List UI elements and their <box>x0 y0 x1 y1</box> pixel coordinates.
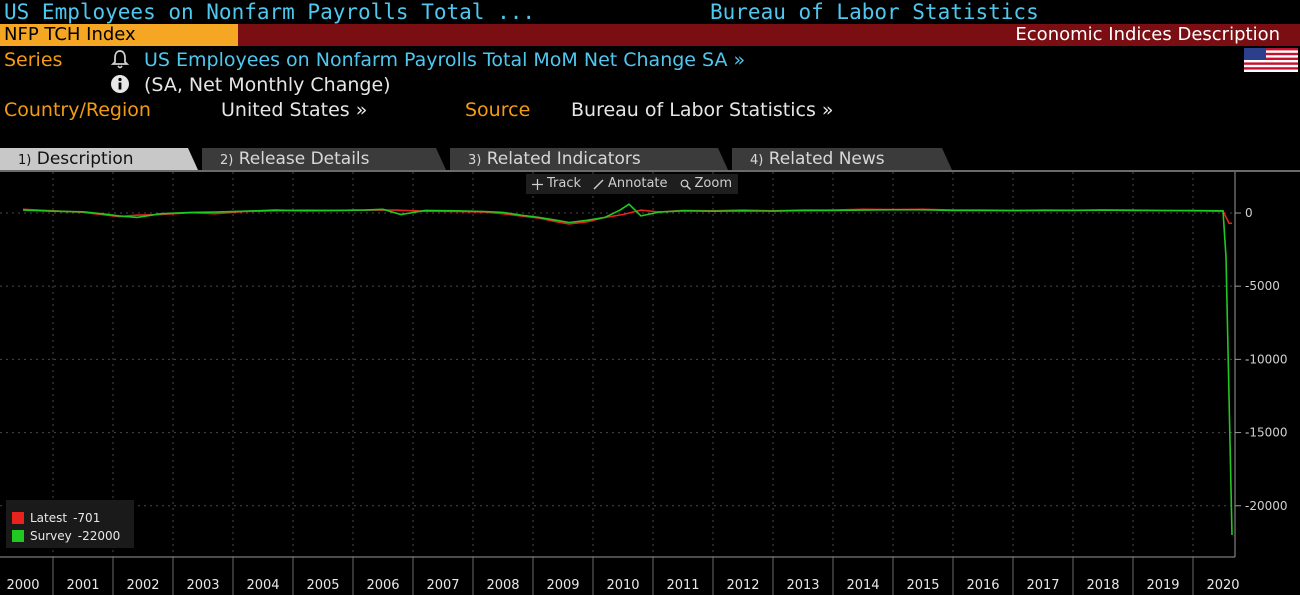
series-lines <box>22 203 1233 536</box>
chart[interactable]: 0 -5000 -10000 -15000 -20000 2000 2001 2002 2003… <box>0 172 1300 595</box>
chart-toolbar: Track Annotate Zoom <box>526 174 738 194</box>
tab-divider <box>0 170 1300 172</box>
y-tick-label: -10000 <box>1245 352 1288 366</box>
legend-survey-label: Survey <box>30 529 72 543</box>
tab-related-indicators[interactable]: 3) Related Indicators <box>450 148 728 170</box>
source-label: Source <box>465 99 531 121</box>
tab-label: Release Details <box>238 149 370 169</box>
tab-release-details[interactable]: 2) Release Details <box>202 148 446 170</box>
x-tick-label: 2017 <box>1026 578 1059 593</box>
source-title: Bureau of Labor Statistics <box>710 0 1039 24</box>
x-tick-label: 2001 <box>66 578 99 593</box>
screen-title: Economic Indices Description <box>1015 24 1280 45</box>
x-tick-label: 2002 <box>126 578 159 593</box>
series-link[interactable]: US Employees on Nonfarm Payrolls Total M… <box>144 49 746 71</box>
legend-latest: Latest -701 <box>12 510 100 526</box>
country-link[interactable]: United States » <box>221 99 368 121</box>
x-tick-label: 2015 <box>906 578 939 593</box>
x-axis-band <box>0 557 1235 595</box>
series-label: Series <box>4 49 63 71</box>
annotate-button[interactable]: Annotate <box>587 174 673 194</box>
tab-label: Description <box>36 149 134 169</box>
x-tick-label: 2009 <box>546 578 579 593</box>
grid <box>0 172 1235 557</box>
x-tick-label: 2004 <box>246 578 279 593</box>
tab-number: 1) <box>18 153 32 168</box>
x-tick-label: 2005 <box>306 578 339 593</box>
tab-label: Related News <box>768 149 885 169</box>
x-tick-label: 2011 <box>666 578 699 593</box>
y-tick-label: -15000 <box>1245 426 1288 440</box>
chart-legend: Latest -701 Survey -22000 <box>6 500 134 548</box>
annotate-icon <box>593 179 604 189</box>
legend-latest-value: -701 <box>73 511 101 525</box>
x-tick-label: 2019 <box>1146 578 1179 593</box>
info-icon <box>111 75 129 93</box>
axes: 0 -5000 -10000 -15000 -20000 2000 2001 2002 2003… <box>0 172 1288 595</box>
x-tick-label: 2006 <box>366 578 399 593</box>
x-tick-label: 2014 <box>846 578 879 593</box>
track-button[interactable]: Track <box>526 174 587 194</box>
tab-description[interactable]: 1) Description <box>0 148 198 170</box>
title-row: US Employees on Nonfarm Payrolls Total .… <box>0 0 1300 24</box>
zoom-icon <box>680 179 691 190</box>
series-title: US Employees on Nonfarm Payrolls Total .… <box>4 0 536 24</box>
y-tick-label: -5000 <box>1245 279 1280 293</box>
header-band: NFP TCH Index Economic Indices Descripti… <box>0 24 1300 46</box>
x-tick-label: 2007 <box>426 578 459 593</box>
ticker-label[interactable]: NFP TCH Index <box>0 24 238 46</box>
legend-latest-label: Latest <box>30 511 68 525</box>
y-tick-label: -20000 <box>1245 499 1288 513</box>
latest-swatch <box>12 512 24 524</box>
zoom-label: Zoom <box>694 176 732 191</box>
tab-number: 4) <box>750 153 764 168</box>
x-tick-label: 2018 <box>1086 578 1119 593</box>
x-tick-label: 2008 <box>486 578 519 593</box>
x-tick-label: 2012 <box>726 578 759 593</box>
x-tick-label: 2020 <box>1206 578 1239 593</box>
tab-related-news[interactable]: 4) Related News <box>732 148 952 170</box>
x-tick-label: 2000 <box>6 578 39 593</box>
x-tick-label: 2013 <box>786 578 819 593</box>
legend-survey: Survey -22000 <box>12 528 120 544</box>
tab-number: 2) <box>220 153 234 168</box>
us-flag-icon <box>1244 48 1298 72</box>
tab-label: Related Indicators <box>486 149 641 169</box>
country-label: Country/Region <box>4 99 151 121</box>
x-tick-label: 2010 <box>606 578 639 593</box>
x-tick-label: 2016 <box>966 578 999 593</box>
legend-survey-value: -22000 <box>77 529 121 543</box>
tab-number: 3) <box>468 153 482 168</box>
y-tick-label: 0 <box>1245 206 1253 220</box>
zoom-button[interactable]: Zoom <box>674 174 738 194</box>
x-tick-label: 2003 <box>186 578 219 593</box>
survey-swatch <box>12 530 24 542</box>
series-line-survey <box>22 203 1233 536</box>
annotate-label: Annotate <box>608 176 668 191</box>
bell-icon[interactable] <box>110 48 130 70</box>
track-label: Track <box>547 176 582 191</box>
source-link[interactable]: Bureau of Labor Statistics » <box>571 99 834 121</box>
tab-bar: 1) Description 2) Release Details 3) Rel… <box>0 148 1300 170</box>
series-subtitle: (SA, Net Monthly Change) <box>144 74 391 96</box>
track-icon <box>532 178 543 190</box>
